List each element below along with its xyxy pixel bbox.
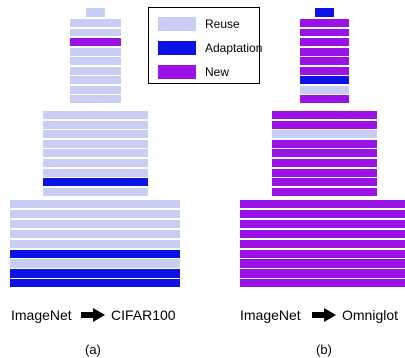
layer-block-reuse xyxy=(86,8,105,17)
layer-block-new xyxy=(300,66,349,75)
layer-block-new xyxy=(240,239,405,248)
caption-b-target: Omniglot xyxy=(342,307,399,323)
layer-block-new xyxy=(272,149,377,158)
layer-block-reuse xyxy=(43,159,148,167)
panel-label-a: (a) xyxy=(85,342,101,357)
layer-block-new xyxy=(240,259,405,268)
layer-block-new xyxy=(70,38,121,47)
layer-block-reuse xyxy=(10,239,180,248)
layer-block-reuse xyxy=(43,111,148,119)
legend: Reuse Adaptation New xyxy=(148,7,263,84)
layer-block-new xyxy=(240,209,405,219)
layer-block-reuse xyxy=(10,229,180,238)
layer-block-adaptation xyxy=(10,249,180,258)
layer-block-adaptation xyxy=(300,76,349,85)
layer-block-reuse xyxy=(70,76,121,85)
layer-block-reuse xyxy=(70,85,121,94)
layer-block-adaptation xyxy=(315,8,334,17)
layer-block-new xyxy=(300,19,349,27)
layer-block-reuse xyxy=(10,200,180,209)
layer-block-reuse xyxy=(70,28,121,37)
panel-label-b: (b) xyxy=(316,342,332,357)
layer-block-reuse xyxy=(10,219,180,229)
legend-label-adaptation: Adaptation xyxy=(205,41,263,55)
layer-block-reuse xyxy=(43,120,148,129)
layer-block-new xyxy=(272,139,377,148)
layer-block-reuse xyxy=(10,259,180,268)
legend-label-reuse: Reuse xyxy=(205,17,240,31)
legend-swatch-new xyxy=(158,65,196,79)
caption-a-source: ImageNet xyxy=(11,307,72,323)
layer-block-new xyxy=(300,95,349,104)
layer-block-adaptation xyxy=(43,178,148,187)
caption-b-source: ImageNet xyxy=(240,307,301,323)
layer-block-new xyxy=(300,28,349,37)
layer-block-new xyxy=(300,38,349,47)
layer-block-reuse xyxy=(43,187,148,196)
layer-block-new xyxy=(240,229,405,238)
layer-block-reuse xyxy=(43,149,148,158)
layer-block-new xyxy=(272,159,377,167)
layer-block-reuse xyxy=(70,95,121,104)
layer-block-reuse xyxy=(43,130,148,139)
layer-block-reuse xyxy=(43,168,148,177)
legend-swatch-adaptation xyxy=(158,41,196,55)
layer-block-reuse xyxy=(70,57,121,66)
right-arrow-icon xyxy=(312,308,336,322)
layer-block-new xyxy=(300,47,349,56)
layer-block-new xyxy=(272,168,377,177)
layer-block-new xyxy=(240,269,405,278)
layer-block-new xyxy=(240,200,405,209)
layer-block-new xyxy=(240,279,405,288)
legend-label-new: New xyxy=(205,65,230,79)
legend-swatch-reuse xyxy=(158,17,196,31)
layer-block-reuse xyxy=(10,209,180,219)
layer-block-new xyxy=(240,219,405,229)
layer-block-new xyxy=(272,187,377,196)
layer-block-reuse xyxy=(300,85,349,94)
layer-block-new xyxy=(240,249,405,258)
layer-block-new xyxy=(272,111,377,119)
layer-block-new xyxy=(300,57,349,66)
layer-block-reuse xyxy=(43,139,148,148)
right-arrow-icon xyxy=(81,308,105,322)
layer-block-reuse xyxy=(70,19,121,27)
layer-block-reuse xyxy=(70,47,121,56)
layer-block-reuse xyxy=(70,66,121,75)
layer-block-new xyxy=(272,178,377,187)
caption-a-target: CIFAR100 xyxy=(111,307,176,323)
layer-block-adaptation xyxy=(10,269,180,278)
layer-block-reuse xyxy=(272,130,377,139)
layer-block-adaptation xyxy=(10,279,180,288)
layer-block-new xyxy=(272,120,377,129)
